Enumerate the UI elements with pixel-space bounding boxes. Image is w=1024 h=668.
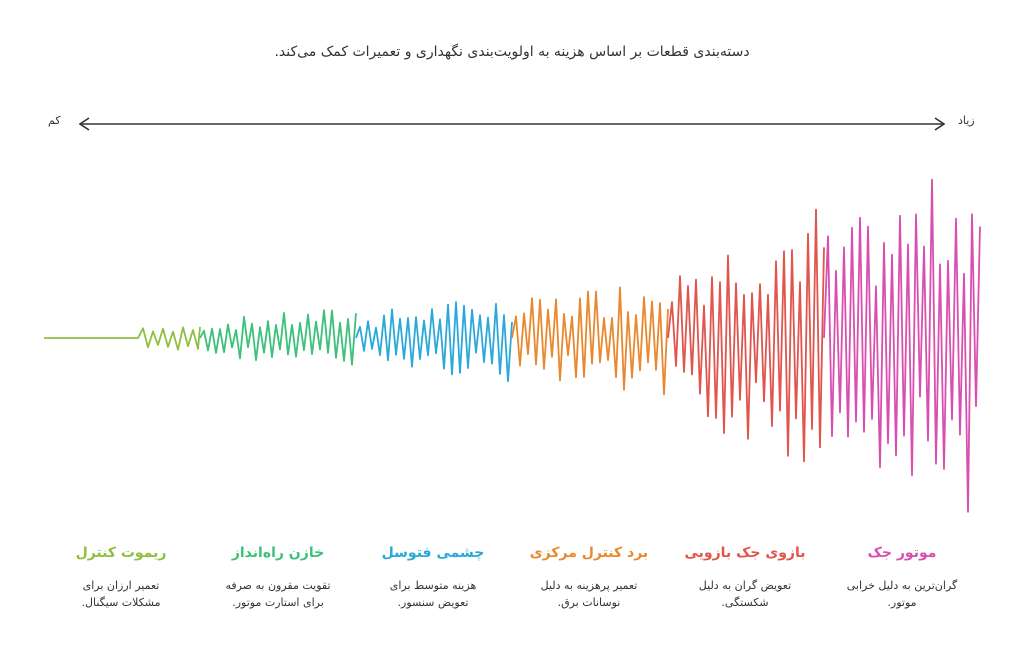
- wave-segment: [667, 208, 825, 463]
- category-item: ریموت کنترل تعمیر ارزان برای مشکلات سیگنا…: [46, 545, 196, 611]
- cost-axis-arrow: [78, 117, 946, 131]
- category-name: بازوی جک بازویی: [684, 545, 806, 561]
- axis-low-label: کم: [48, 114, 61, 127]
- category-name: ریموت کنترل: [75, 545, 167, 561]
- wave-segment: [823, 178, 981, 513]
- wave-segment: [199, 309, 357, 366]
- category-item: موتور جک گران‌ترین به دلیل خرابی موتور.: [827, 545, 977, 611]
- category-item: چشمی فتوسل هزینه متوسط برای تعویض سنسور.: [358, 545, 508, 611]
- wave-segments: [44, 178, 981, 513]
- category-description: گران‌ترین به دلیل خرابی موتور.: [846, 579, 958, 609]
- category-description: تعمیر پرهزینه به دلیل نوسانات برق.: [540, 579, 638, 609]
- category-description: هزینه متوسط برای تعویض سنسور.: [389, 579, 477, 609]
- wave-segment: [355, 301, 513, 383]
- category-description: تعمیر ارزان برای مشکلات سیگنال.: [81, 579, 161, 609]
- category-name: خازن راه‌انداز: [231, 545, 325, 561]
- category-name: چشمی فتوسل: [381, 545, 485, 561]
- wave-segment: [511, 286, 669, 396]
- category-item: خازن راه‌انداز تقویت مقرون به صرفه برای ا…: [203, 545, 353, 611]
- category-name: موتور جک: [867, 545, 937, 561]
- category-name: برد کنترل مرکزی: [529, 545, 649, 561]
- wave-segment: [44, 326, 201, 351]
- axis-high-label: زیاد: [958, 114, 975, 127]
- category-item: بازوی جک بازویی تعویض گران به دلیل شکستگی…: [670, 545, 820, 611]
- category-item: برد کنترل مرکزی تعمیر پرهزینه به دلیل نوس…: [514, 545, 664, 611]
- category-description: تقویت مقرون به صرفه برای استارت موتور.: [225, 579, 331, 609]
- category-description: تعویض گران به دلیل شکستگی.: [698, 579, 792, 609]
- diagram-title: دسته‌بندی قطعات بر اساس هزینه به اولویت‌…: [274, 44, 750, 60]
